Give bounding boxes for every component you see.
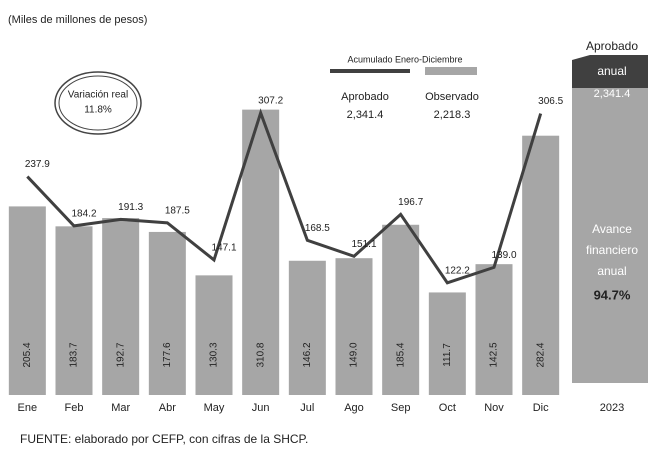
line-label: 122.2 (445, 265, 470, 276)
x-tick-label: Feb (65, 402, 84, 414)
x-tick-label: Abr (159, 402, 176, 414)
bar (195, 275, 233, 395)
bar-label: 142.5 (489, 342, 500, 367)
x-tick-label: Ago (344, 402, 364, 414)
bar (522, 135, 560, 396)
bar-label: 177.6 (162, 342, 173, 367)
bar-label: 310.8 (255, 342, 266, 367)
bar (242, 109, 280, 395)
bar-label: 146.2 (302, 342, 313, 367)
annotation: Variación real (68, 90, 128, 101)
line-label: 307.2 (258, 96, 283, 107)
line-label: 184.2 (71, 209, 96, 220)
bar-label: 205.4 (22, 342, 33, 367)
bar-label: 183.7 (69, 342, 80, 367)
line-label: 139.0 (491, 250, 516, 261)
bar (475, 264, 513, 395)
bar-label: 185.4 (395, 342, 406, 367)
legend-label: Aprobado (341, 91, 389, 103)
bar (55, 226, 93, 395)
bar-label: 130.3 (209, 342, 220, 367)
legend-title: Acumulado Enero-Diciembre (347, 54, 462, 64)
bar (382, 224, 420, 395)
x-tick-label: Oct (439, 402, 456, 414)
annotation-ring (54, 71, 142, 135)
x-tick-label: May (204, 402, 225, 414)
bar (102, 218, 140, 395)
panel-title: Aprobado (586, 39, 638, 53)
bar (335, 258, 373, 395)
annotation: 11.8% (84, 105, 112, 116)
x-tick-label: Jun (252, 402, 270, 414)
annotation-ring (58, 75, 138, 131)
bar (288, 260, 326, 395)
x-tick-label: Sep (391, 402, 411, 414)
x-tick-label: Nov (484, 402, 504, 414)
legend-swatch (425, 67, 477, 75)
bar-label: 282.4 (535, 342, 546, 367)
legend-label: Observado (425, 91, 479, 103)
line-label: 237.9 (25, 159, 50, 170)
bar (148, 231, 186, 395)
panel-value: 94.7% (594, 287, 631, 302)
line-label: 306.5 (538, 96, 563, 107)
line-label: 187.5 (165, 205, 190, 216)
line-label: 196.7 (398, 197, 423, 208)
panel-title: anual (597, 64, 626, 78)
line-label: 191.3 (118, 202, 143, 213)
x-tick-label: Jul (300, 402, 314, 414)
panel-value: 2,341.4 (594, 88, 631, 100)
bar-label: 192.7 (115, 342, 126, 367)
line-label: 151.1 (351, 239, 376, 250)
annual-cap (572, 55, 648, 88)
bar-label: 149.0 (349, 342, 360, 367)
bar (8, 206, 46, 395)
line-label: 168.5 (305, 223, 330, 234)
annual-bar (572, 48, 648, 383)
legend-total: 2,341.4 (347, 109, 384, 121)
subtitle: (Miles de millones de pesos) (8, 14, 147, 26)
panel-title: anual (597, 264, 626, 278)
x-tick-label: Dic (533, 402, 549, 414)
panel-title: Avance (592, 222, 632, 236)
bar-label: 111.7 (442, 343, 453, 367)
source: FUENTE: elaborado por CEFP, con cifras d… (20, 432, 308, 446)
bar (428, 292, 466, 395)
x-tick-label: Mar (111, 402, 130, 414)
line-label: 147.1 (211, 243, 236, 254)
line (26, 108, 543, 285)
x-tick-label: Ene (18, 402, 38, 414)
panel-year: 2023 (600, 402, 624, 414)
legend-total: 2,218.3 (434, 109, 471, 121)
panel-title: financiero (586, 243, 638, 257)
